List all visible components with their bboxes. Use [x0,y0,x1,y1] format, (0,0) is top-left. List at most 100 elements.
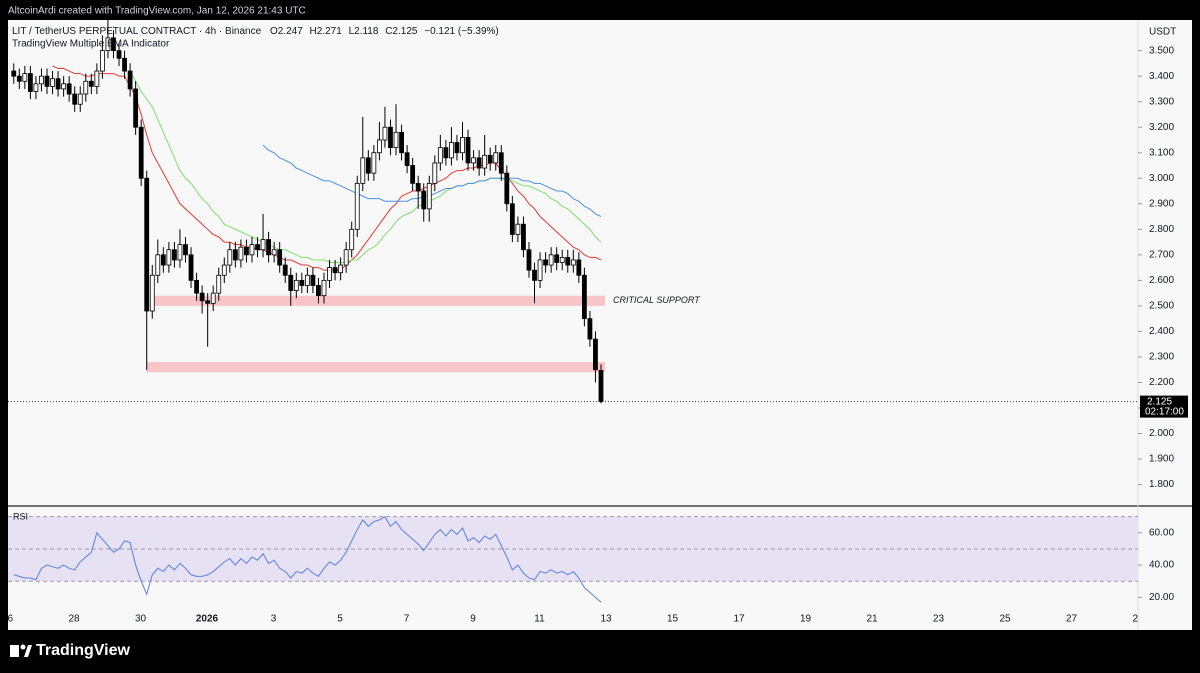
x-tick-label: 2026 [196,614,219,625]
candle-body [299,279,305,286]
candle-body [565,256,571,266]
candle-body [382,126,388,141]
candle-body [11,70,17,77]
rsi-tick-label: 60.00 [1149,527,1174,538]
x-tick-label: 21 [866,614,878,625]
candle-body [100,50,105,72]
candle-body [543,259,548,266]
y-tick-label: 3.100 [1149,147,1174,158]
x-tick-label: 30 [135,614,147,625]
candle-body [526,249,532,271]
ema-line [52,65,602,271]
candle-body [471,157,476,164]
candle-body [288,274,294,291]
candle-body [271,249,277,256]
candle-body [343,249,349,266]
x-tick-label: 15 [667,614,679,625]
candle-body [188,254,194,281]
x-tick-label: 26 [2,614,14,625]
candle-body [537,259,543,281]
candle-body [39,75,44,85]
candle-body [476,157,482,169]
y-tick-label: 2.600 [1149,275,1174,286]
candle-body [449,142,454,159]
y-tick-label: 2.400 [1149,326,1174,337]
candle-body [465,137,471,164]
candle-body [421,190,427,210]
candle-body [33,83,39,92]
candle-body [116,50,122,59]
logo-part [20,644,26,650]
candle-body [232,249,238,261]
candle-body [593,338,598,371]
candle-body [487,154,493,164]
y-tick-label: 1.900 [1149,454,1174,465]
candle-body [72,93,78,105]
candle-body [521,223,526,251]
brand: TradingView [10,642,131,659]
candle-body [55,78,61,90]
candle-body [332,267,338,274]
candle-body [327,267,332,281]
y-tick-label: 3.300 [1149,96,1174,107]
candle-body [371,152,377,174]
candle-body [221,264,227,276]
candle-body [77,93,83,105]
candle-body [216,274,222,294]
candle-body [316,285,321,297]
candle-body [166,249,172,266]
candle-body [277,249,283,266]
candle-body [88,80,94,87]
candle-body [255,244,260,251]
candle-body [249,244,255,256]
candle-body [554,254,560,263]
candle-body [415,182,421,192]
candle-body [532,269,537,281]
candle-body [404,152,410,166]
candle-body [570,259,576,266]
logo-part [10,645,19,657]
ohlc-open: O2.247 [270,26,303,37]
y-tick-label: 1.800 [1149,479,1174,490]
candle-body [111,37,116,52]
countdown: 02:17:00 [1145,406,1184,417]
ohlc-close: C2.125 [385,26,418,37]
candle-body [61,83,67,90]
candle-body [144,177,150,312]
candle-body [304,274,310,286]
x-tick-label: 23 [933,614,945,625]
x-tick-label: 7 [404,614,410,625]
candle-body [199,292,205,302]
x-tick-label: 17 [733,614,745,625]
y-tick-label: 2.500 [1149,301,1174,312]
candle-body [482,154,488,169]
candle-body [160,254,166,266]
candle-body [105,37,111,52]
candle-body [44,75,50,87]
x-tick-label: 29 [1132,614,1144,625]
change: −0.121 (−5.39%) [424,26,499,37]
candle-body [443,147,449,159]
y-tick-label: 2.800 [1149,224,1174,235]
candle-body [94,70,100,87]
y-tick-label: 2.900 [1149,198,1174,209]
support-zone [146,362,605,373]
candle-body [509,203,515,235]
candle-body [426,182,432,210]
candle-body [454,142,460,154]
candle-body [205,300,211,304]
x-tick-label: 9 [470,614,476,625]
x-tick-label: 27 [1066,614,1078,625]
y-tick-label: 3.200 [1149,122,1174,133]
logo-part [24,645,32,657]
candle-body [360,157,366,184]
candle-body [598,370,604,403]
candle-body [210,292,216,304]
plot-area: 26 28 30 2026 3 5 7 9 11 13 15 17 19 21 23 25 27 29 CRITIC… [2,20,1144,625]
candle-body [172,249,177,261]
x-tick-label: 13 [600,614,612,625]
candle-body [498,152,504,174]
candle-body [354,182,360,230]
x-tick-label: 5 [337,614,343,625]
